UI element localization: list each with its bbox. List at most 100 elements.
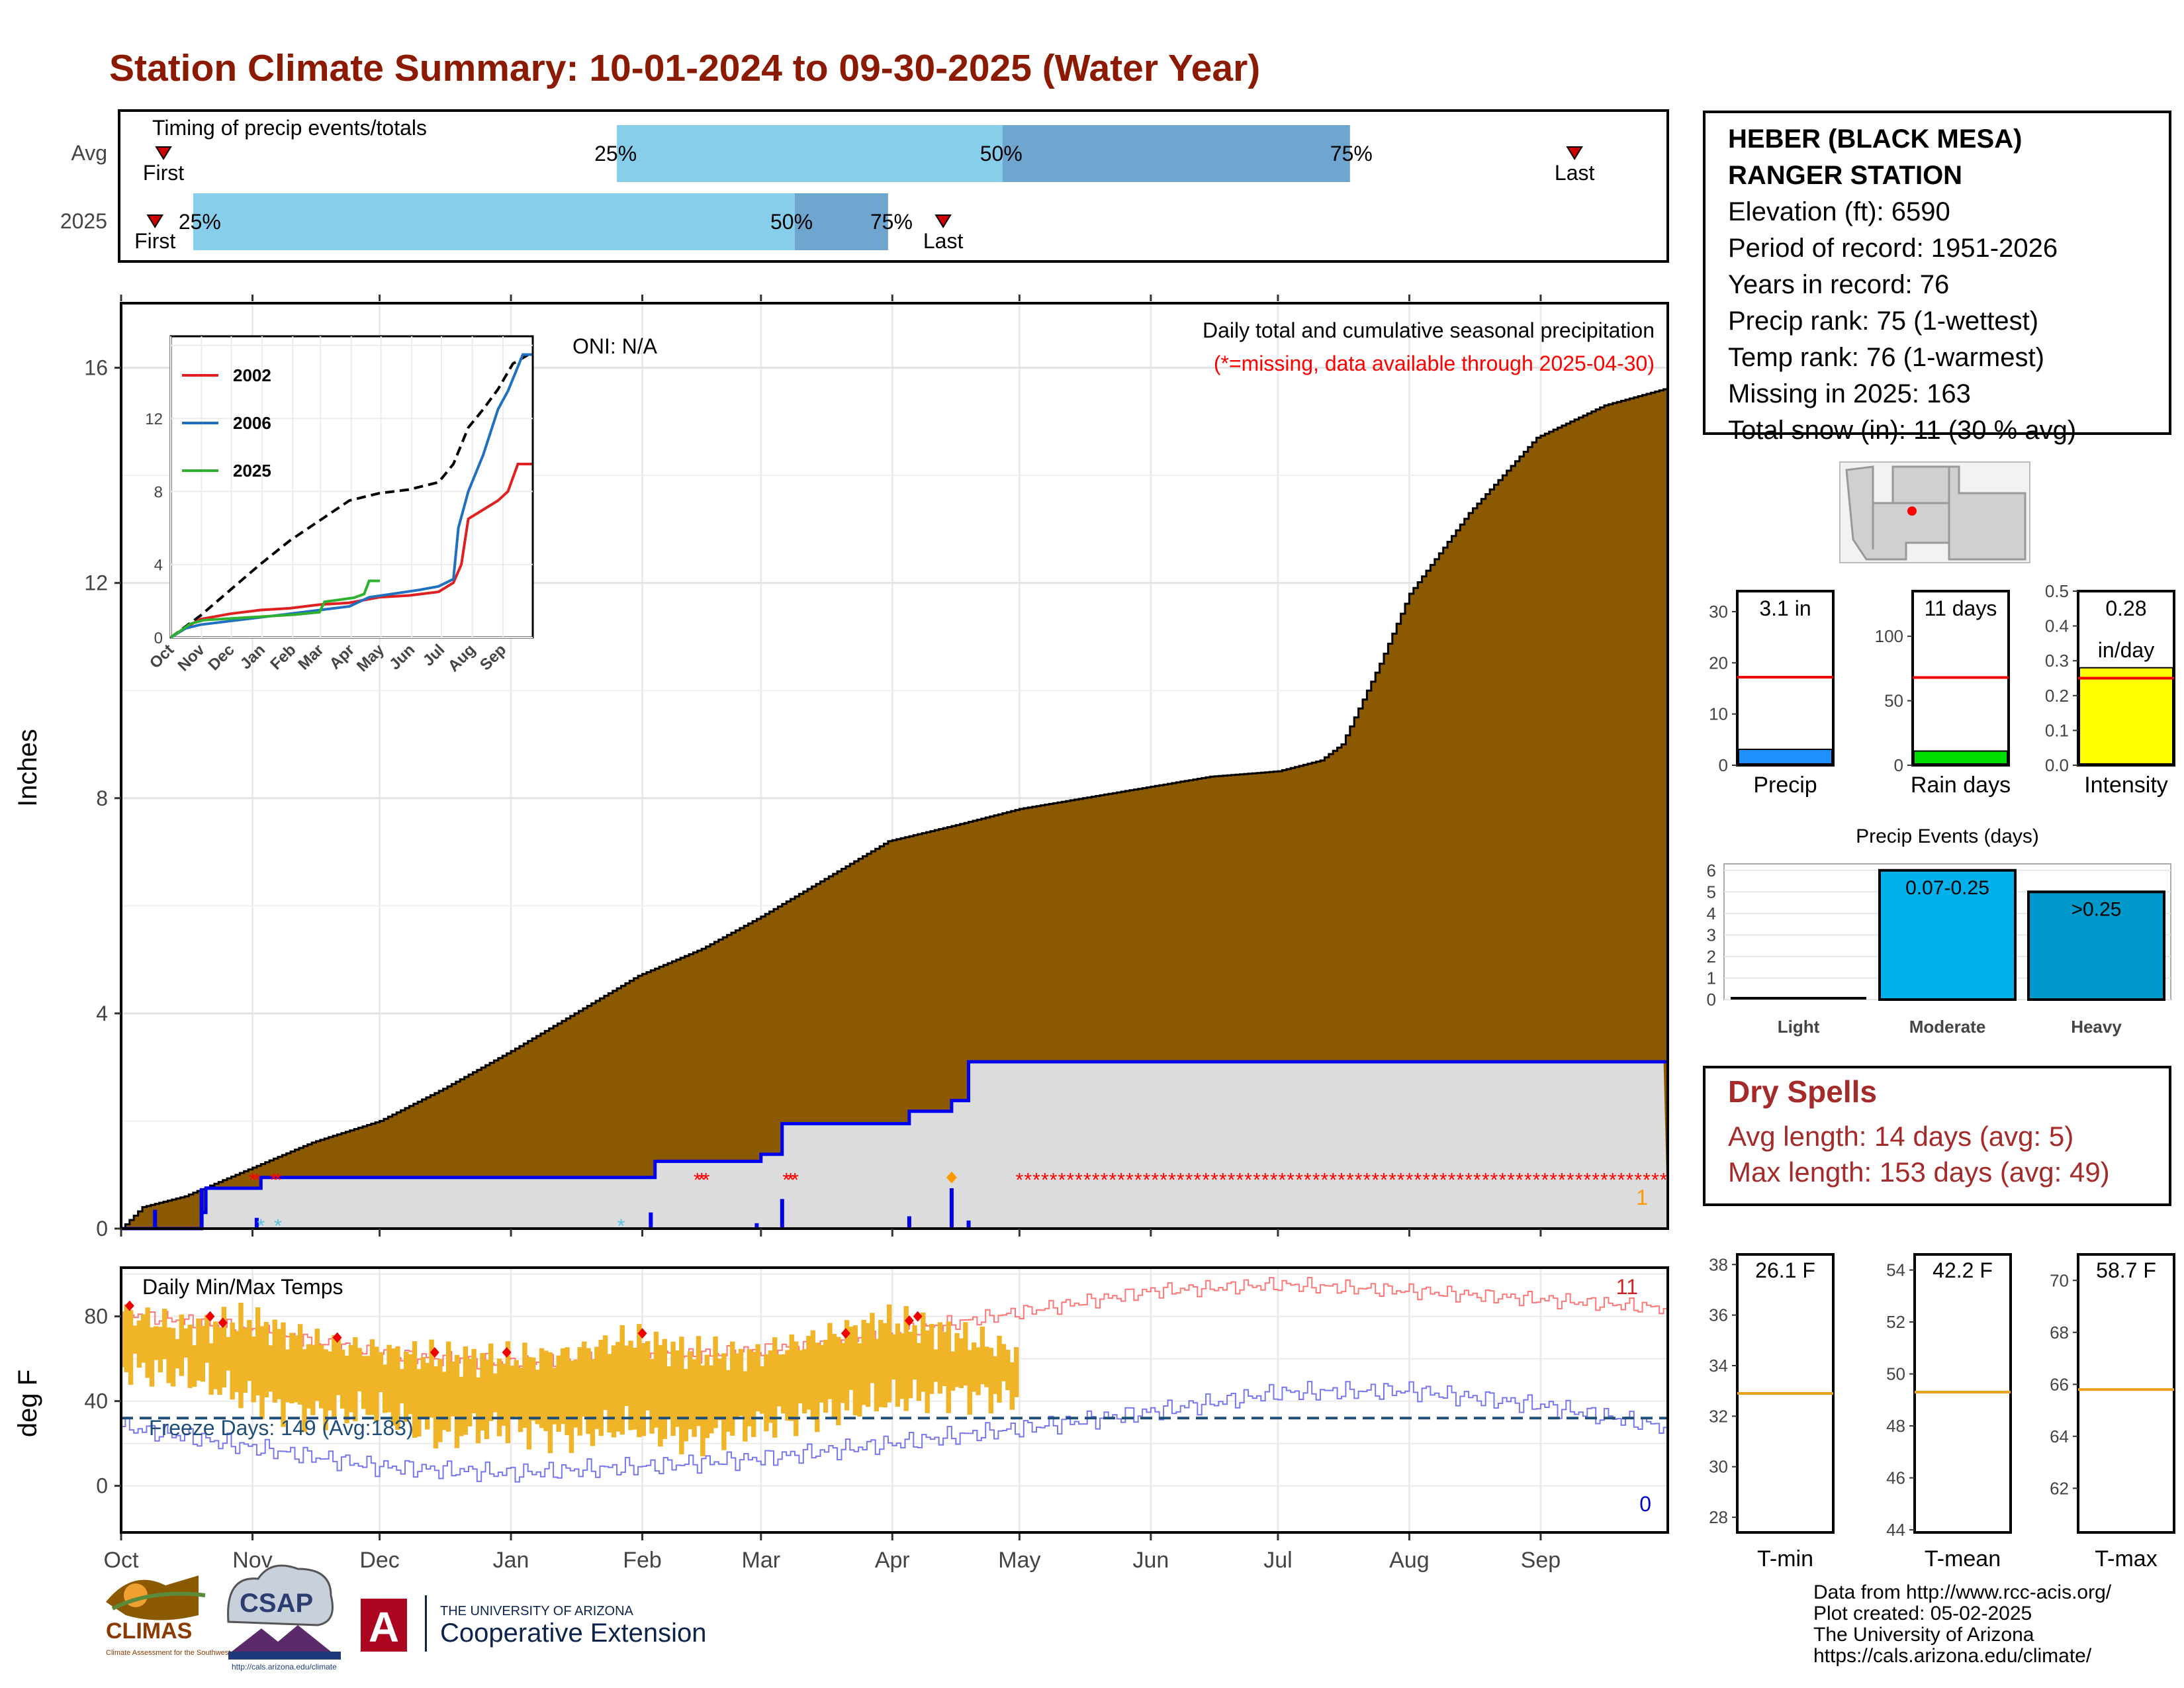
daily-temp-bar xyxy=(696,1336,702,1427)
daily-temp-bar xyxy=(577,1347,582,1436)
daily-temp-bar xyxy=(285,1349,291,1403)
daily-temp-bar xyxy=(1005,1350,1011,1391)
daily-temp-bar xyxy=(734,1353,739,1420)
daily-temp-bar xyxy=(916,1342,922,1401)
daily-temp-bar xyxy=(895,1323,901,1407)
daily-temp-bar xyxy=(276,1329,282,1399)
timing-label: Timing of precip events/totals xyxy=(152,116,427,140)
daily-temp-bar xyxy=(518,1368,523,1432)
daily-temp-bar xyxy=(594,1346,600,1429)
daily-temp-bar xyxy=(510,1366,515,1419)
missing-marker: * xyxy=(1126,1169,1134,1191)
daily-temp-bar xyxy=(721,1353,727,1450)
daily-temp-bar xyxy=(598,1340,604,1436)
daily-temp-bar xyxy=(353,1337,358,1422)
missing-marker: * xyxy=(1202,1169,1210,1191)
daily-precip-bar xyxy=(966,1220,971,1229)
station-info-box: HEBER (BLACK MESA) RANGER STATION Elevat… xyxy=(1703,111,2171,445)
daily-temp-bar xyxy=(747,1349,752,1427)
count-bottom: 0 xyxy=(1639,1492,1651,1516)
month-label: Jan xyxy=(493,1548,529,1573)
missing-marker: * xyxy=(1346,1169,1354,1191)
climas-logo: CLIMAS Climate Assessment for the Southw… xyxy=(106,1575,230,1657)
daily-temp-bar xyxy=(212,1321,218,1389)
daily-temp-bar xyxy=(929,1323,934,1394)
daily-temp-bar xyxy=(323,1349,328,1430)
record-high-marker xyxy=(332,1332,342,1343)
missing-marker: * xyxy=(274,1169,282,1191)
events-ytick-label: 5 xyxy=(1707,882,1716,902)
footer-line-4: https://cals.arizona.edu/climate/ xyxy=(1813,1645,2092,1667)
missing-marker: * xyxy=(1541,1169,1549,1191)
missing-marker: * xyxy=(1422,1169,1430,1191)
summary-ytick-label: 100 xyxy=(1875,626,1903,646)
missing-marker: * xyxy=(1117,1169,1125,1191)
missing-marker: * xyxy=(1397,1169,1405,1191)
summary-ytick-label: 30 xyxy=(1709,602,1728,622)
daily-temp-bar xyxy=(823,1339,829,1413)
missing-marker: * xyxy=(253,1169,261,1191)
ua-line2: Cooperative Extension xyxy=(440,1618,706,1648)
dry-spells-box: Dry Spells Avg length: 14 days (avg: 5) … xyxy=(1703,1066,2171,1206)
inset-legend-label: 2006 xyxy=(233,413,271,433)
missing-marker: * xyxy=(1498,1169,1506,1191)
inset-ytick-label: 8 xyxy=(154,483,163,501)
daily-temp-bar xyxy=(429,1339,434,1418)
daily-temp-bar xyxy=(242,1328,248,1393)
daily-temp-bar xyxy=(403,1351,409,1422)
daily-temp-bar xyxy=(340,1349,345,1409)
daily-temp-bar xyxy=(886,1304,892,1403)
temp-summary-ytick-label: 30 xyxy=(1709,1457,1728,1477)
daily-temp-bar xyxy=(925,1330,930,1413)
missing-marker: * xyxy=(694,1169,702,1191)
record-high-marker xyxy=(913,1311,923,1322)
missing-marker: * xyxy=(270,1169,278,1191)
daily-temp-bar xyxy=(789,1334,795,1421)
missing-note: (*=missing, data available through 2025-… xyxy=(1214,352,1655,375)
daily-temp-bar xyxy=(772,1337,778,1438)
temp-summary-ytick-label: 54 xyxy=(1886,1260,1905,1280)
month-label: Sep xyxy=(1521,1548,1561,1573)
temp-summary-bars: 26.1 F T-min 28 30 32 34 36 38 42.2 F T-mean 44 46 4… xyxy=(1709,1253,2175,1571)
timing-marker-avg-first xyxy=(155,146,172,160)
temp-frame xyxy=(120,1266,1669,1534)
daily-temp-bar xyxy=(543,1350,549,1431)
daily-temp-bar xyxy=(708,1365,714,1434)
missing-marker: * xyxy=(1338,1169,1345,1191)
temp-rank: Temp rank: 76 (1-warmest) xyxy=(1728,343,2044,372)
daily-temp-bar xyxy=(840,1342,845,1403)
month-label: Jul xyxy=(1263,1548,1292,1573)
missing-marker: * xyxy=(1567,1169,1574,1191)
inset-ytick-label: 0 xyxy=(154,630,163,647)
daily-temp-bar xyxy=(454,1354,460,1448)
record-high-marker xyxy=(904,1315,914,1326)
temp-summary-ytick-label: 62 xyxy=(2050,1478,2069,1498)
max-precip-marker xyxy=(946,1171,957,1184)
temp-summary-value: 58.7 F xyxy=(2096,1258,2156,1282)
temp-summary-value: 42.2 F xyxy=(1933,1258,1993,1282)
daily-temp-bar xyxy=(390,1348,396,1426)
daily-temp-bar xyxy=(420,1357,426,1417)
timing-2025-p25: 25% xyxy=(179,210,221,234)
daily-temp-bar xyxy=(158,1327,163,1373)
month-label: Mar xyxy=(742,1548,781,1573)
footer-line-3: The University of Arizona xyxy=(1813,1624,2034,1646)
daily-temp-bar xyxy=(573,1360,578,1428)
precip-events-chart: Precip Events (days) 0 1 2 3 4 5 6 Light 0.07-0.2… xyxy=(1707,825,2171,1037)
timing-avg-p75: 75% xyxy=(1330,142,1373,165)
daily-temp-bar xyxy=(670,1341,676,1436)
temp-summary-ytick-label: 50 xyxy=(1886,1364,1905,1384)
daily-temp-bar xyxy=(505,1341,511,1444)
daily-temp-bar xyxy=(679,1336,684,1454)
month-label: Nov xyxy=(232,1548,272,1573)
daily-temp-bar xyxy=(136,1320,142,1368)
missing-marker: * xyxy=(1151,1169,1159,1191)
daily-temp-bar xyxy=(755,1344,760,1412)
missing-marker: * xyxy=(249,1169,257,1191)
month-label: Dec xyxy=(359,1548,399,1573)
daily-temp-bar xyxy=(183,1328,189,1358)
daily-temp-bar xyxy=(903,1306,909,1411)
cumulative-2025-line xyxy=(121,1060,1668,1231)
snow-marker: * xyxy=(257,1215,265,1237)
